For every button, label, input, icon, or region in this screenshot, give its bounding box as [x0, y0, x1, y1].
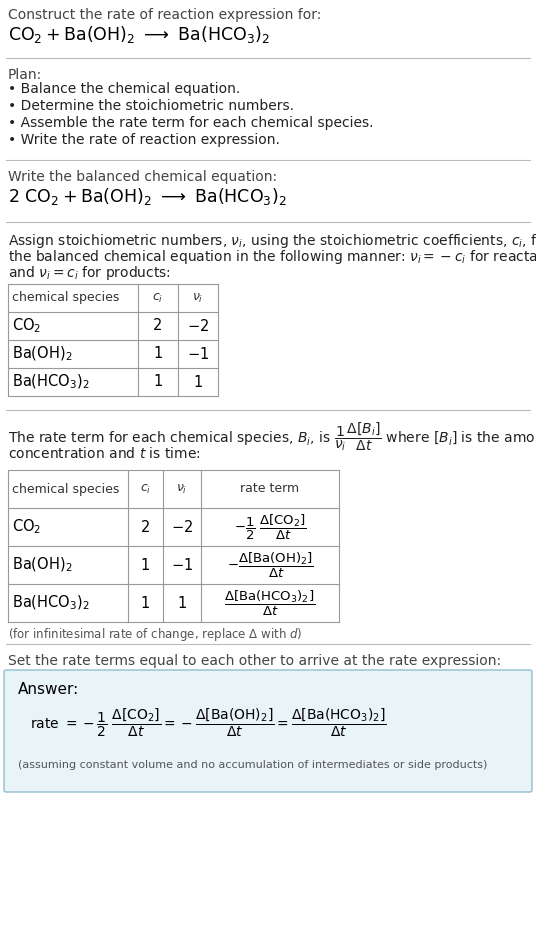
Text: concentration and $t$ is time:: concentration and $t$ is time:: [8, 446, 200, 461]
Text: 1: 1: [153, 347, 162, 362]
Text: $\mathrm{Ba(OH)_2}$: $\mathrm{Ba(OH)_2}$: [12, 345, 72, 363]
Text: 1: 1: [153, 374, 162, 390]
Text: $\mathrm{Ba(HCO_3)_2}$: $\mathrm{Ba(HCO_3)_2}$: [12, 594, 90, 612]
Text: $1$: $1$: [177, 595, 187, 611]
Text: $c_i$: $c_i$: [140, 483, 151, 496]
Text: chemical species: chemical species: [12, 483, 120, 496]
Text: and $\nu_i = c_i$ for products:: and $\nu_i = c_i$ for products:: [8, 264, 171, 282]
Text: (for infinitesimal rate of change, replace $\Delta$ with $d$): (for infinitesimal rate of change, repla…: [8, 626, 302, 643]
Text: 2: 2: [153, 318, 163, 333]
Text: $1$: $1$: [193, 374, 203, 390]
Text: The rate term for each chemical species, $B_i$, is $\dfrac{1}{\nu_i}\dfrac{\Delt: The rate term for each chemical species,…: [8, 420, 536, 453]
Text: rate term: rate term: [241, 483, 300, 496]
Text: $\dfrac{\Delta[\mathrm{Ba(HCO_3)_2}]}{\Delta t}$: $\dfrac{\Delta[\mathrm{Ba(HCO_3)_2}]}{\D…: [225, 588, 316, 618]
Text: the balanced chemical equation in the following manner: $\nu_i = -c_i$ for react: the balanced chemical equation in the fo…: [8, 248, 536, 266]
Text: $\mathregular{CO_2 + Ba(OH)_2}\ \longrightarrow\ \mathregular{Ba(HCO_3)_2}$: $\mathregular{CO_2 + Ba(OH)_2}\ \longrig…: [8, 24, 270, 45]
Text: Plan:: Plan:: [8, 68, 42, 82]
Text: $\nu_i$: $\nu_i$: [192, 292, 204, 305]
Text: Assign stoichiometric numbers, $\nu_i$, using the stoichiometric coefficients, $: Assign stoichiometric numbers, $\nu_i$, …: [8, 232, 536, 250]
Text: $\mathregular{2\ CO_2 + Ba(OH)_2}\ \longrightarrow\ \mathregular{Ba(HCO_3)_2}$: $\mathregular{2\ CO_2 + Ba(OH)_2}\ \long…: [8, 186, 287, 207]
Text: Construct the rate of reaction expression for:: Construct the rate of reaction expressio…: [8, 8, 322, 22]
Text: $\mathrm{Ba(OH)_2}$: $\mathrm{Ba(OH)_2}$: [12, 556, 72, 574]
Text: $-2$: $-2$: [187, 318, 209, 334]
FancyBboxPatch shape: [4, 670, 532, 792]
Text: 2: 2: [141, 520, 150, 535]
Text: • Balance the chemical equation.: • Balance the chemical equation.: [8, 82, 240, 96]
Text: $-2$: $-2$: [171, 519, 193, 535]
Text: $\nu_i$: $\nu_i$: [176, 483, 188, 496]
Text: $-\dfrac{1}{2}\ \dfrac{\Delta[\mathrm{CO_2}]}{\Delta t}$: $-\dfrac{1}{2}\ \dfrac{\Delta[\mathrm{CO…: [234, 512, 307, 542]
Text: Write the balanced chemical equation:: Write the balanced chemical equation:: [8, 170, 277, 184]
Text: • Write the rate of reaction expression.: • Write the rate of reaction expression.: [8, 133, 280, 147]
Text: Set the rate terms equal to each other to arrive at the rate expression:: Set the rate terms equal to each other t…: [8, 654, 501, 668]
Text: rate $= -\dfrac{1}{2}\ \dfrac{\Delta[\mathrm{CO_2}]}{\Delta t} = -\dfrac{\Delta[: rate $= -\dfrac{1}{2}\ \dfrac{\Delta[\ma…: [30, 707, 387, 739]
Text: • Determine the stoichiometric numbers.: • Determine the stoichiometric numbers.: [8, 99, 294, 113]
Text: • Assemble the rate term for each chemical species.: • Assemble the rate term for each chemic…: [8, 116, 374, 130]
Text: $-\dfrac{\Delta[\mathrm{Ba(OH)_2}]}{\Delta t}$: $-\dfrac{\Delta[\mathrm{Ba(OH)_2}]}{\Del…: [227, 550, 314, 580]
Text: 1: 1: [141, 596, 150, 611]
Text: (assuming constant volume and no accumulation of intermediates or side products): (assuming constant volume and no accumul…: [18, 760, 487, 770]
Text: $\mathrm{Ba(HCO_3)_2}$: $\mathrm{Ba(HCO_3)_2}$: [12, 372, 90, 391]
Text: $\mathrm{CO_2}$: $\mathrm{CO_2}$: [12, 316, 41, 335]
Text: Answer:: Answer:: [18, 682, 79, 697]
Text: $-1$: $-1$: [171, 557, 193, 573]
Text: $-1$: $-1$: [187, 346, 209, 362]
Text: $\mathrm{CO_2}$: $\mathrm{CO_2}$: [12, 518, 41, 537]
Text: 1: 1: [141, 558, 150, 573]
Text: chemical species: chemical species: [12, 292, 120, 305]
Text: $c_i$: $c_i$: [152, 292, 163, 305]
